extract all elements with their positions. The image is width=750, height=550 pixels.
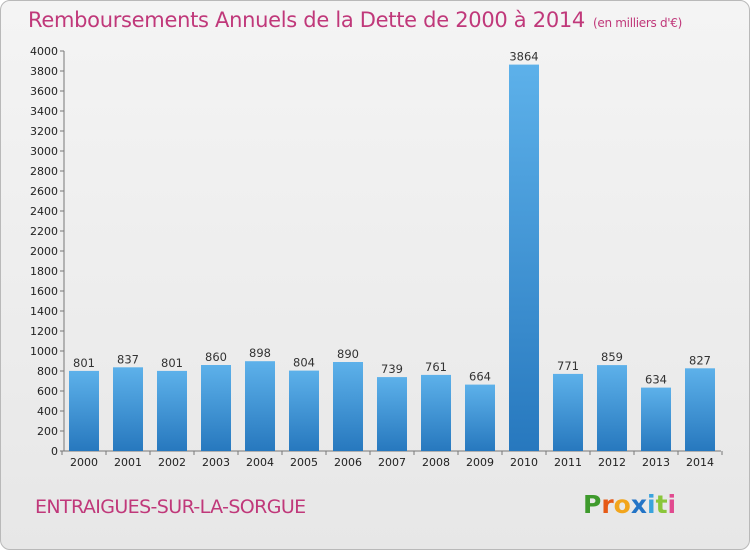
bar [289, 370, 319, 451]
bar [465, 384, 495, 451]
y-tick-label: 1200 [30, 325, 58, 338]
logo-letter: r [601, 490, 614, 519]
y-tick-label: 2600 [30, 185, 58, 198]
x-tick-label: 2010 [510, 456, 538, 469]
bar-value-label: 827 [689, 353, 711, 367]
bar [201, 365, 231, 451]
y-tick-label: 1800 [30, 265, 58, 278]
x-tick-label: 2009 [466, 456, 494, 469]
bars [69, 64, 715, 451]
bar-value-label: 804 [293, 356, 315, 370]
bar-value-label: 859 [601, 350, 623, 364]
data-labels: 801 837 801 860 898 804 890 739 761 664 3864 771 859… [73, 50, 711, 387]
bar [597, 365, 627, 451]
y-tick-label: 3800 [30, 65, 58, 78]
y-tick-label: 3400 [30, 105, 58, 118]
bar [641, 387, 671, 451]
x-tick-label: 2004 [246, 456, 274, 469]
y-tick-label: 1000 [30, 345, 58, 358]
x-tick-label: 2003 [202, 456, 230, 469]
chart-title-text: Remboursements Annuels de la Dette de 20… [28, 8, 585, 32]
y-tick-label: 200 [37, 425, 58, 438]
bar [245, 361, 275, 451]
logo-letter: x [630, 490, 647, 519]
bar-value-label: 3864 [509, 50, 538, 64]
commune-name: ENTRAIGUES-SUR-LA-SORGUE [35, 496, 306, 518]
bar-value-label: 634 [645, 373, 667, 387]
y-tick-label: 2400 [30, 205, 58, 218]
x-tick-label: 2005 [290, 456, 318, 469]
x-tick-label: 2002 [158, 456, 186, 469]
bar [113, 367, 143, 451]
x-tick-label: 2001 [114, 456, 142, 469]
bar-value-label: 837 [117, 352, 139, 366]
y-tick-label: 3600 [30, 85, 58, 98]
y-tick-label: 600 [37, 385, 58, 398]
bar-value-label: 860 [205, 350, 227, 364]
bar [69, 370, 99, 451]
y-tick-label: 2200 [30, 225, 58, 238]
bar-value-label: 761 [425, 360, 447, 374]
y-tick-label: 400 [37, 405, 58, 418]
x-tick-label: 2006 [334, 456, 362, 469]
x-axis: 2000 2001 2002 2003 2004 2005 2006 2007 2008 2009… [61, 450, 723, 469]
logo-letter: t [655, 490, 668, 519]
x-tick-label: 2013 [642, 456, 670, 469]
x-tick-label: 2011 [554, 456, 582, 469]
bar [333, 362, 363, 451]
bar-value-label: 890 [337, 347, 359, 361]
logo-letter: o [613, 490, 631, 519]
x-tick-label: 2014 [686, 456, 714, 469]
y-tick-label: 0 [51, 445, 58, 458]
bar-value-label: 739 [381, 362, 403, 376]
bar-value-label: 801 [161, 356, 183, 370]
proxiti-logo: Proxiti [583, 490, 676, 519]
bar [421, 374, 451, 451]
y-tick-label: 3000 [30, 145, 58, 158]
bar-value-label: 801 [73, 356, 95, 370]
y-tick-label: 800 [37, 365, 58, 378]
bar [509, 64, 539, 451]
bar [553, 373, 583, 451]
y-tick-label: 2800 [30, 165, 58, 178]
bar [377, 377, 407, 451]
x-tick-label: 2008 [422, 456, 450, 469]
chart-title: Remboursements Annuels de la Dette de 20… [28, 8, 682, 32]
y-axis: 0 200 400 600 800 1000 1200 1400 1600 1800 2000 220… [30, 45, 65, 458]
logo-letter: P [583, 490, 602, 519]
y-tick-label: 4000 [30, 45, 58, 58]
y-tick-label: 2000 [30, 245, 58, 258]
logo-letter: i [667, 490, 677, 519]
bar-value-label: 898 [249, 346, 271, 360]
unit-note: (en milliers d'€) [593, 16, 683, 30]
y-tick-label: 1600 [30, 285, 58, 298]
bar-value-label: 664 [469, 370, 491, 384]
x-tick-label: 2012 [598, 456, 626, 469]
y-tick-label: 3200 [30, 125, 58, 138]
bar-value-label: 771 [557, 359, 579, 373]
x-tick-label: 2007 [378, 456, 406, 469]
bar [685, 368, 715, 451]
x-tick-label: 2000 [70, 456, 98, 469]
bar [157, 370, 187, 451]
y-tick-label: 1400 [30, 305, 58, 318]
logo-letter: i [647, 490, 656, 519]
